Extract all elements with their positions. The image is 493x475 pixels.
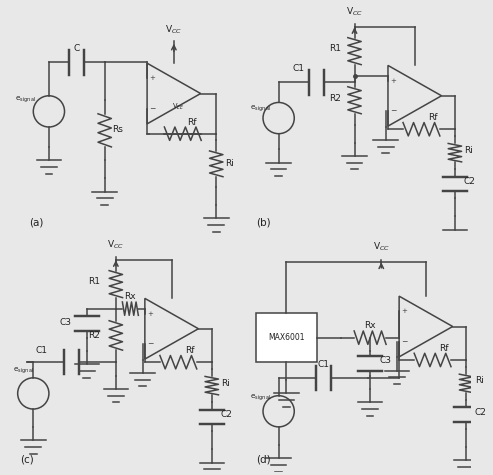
Text: R1: R1 [88, 277, 100, 286]
Text: +: + [390, 77, 396, 84]
Text: Rf: Rf [185, 346, 194, 355]
Text: C2: C2 [475, 408, 487, 417]
Text: C2: C2 [221, 410, 233, 419]
Text: C3: C3 [59, 318, 71, 326]
Text: Ri: Ri [464, 146, 473, 155]
Text: Ri: Ri [221, 379, 230, 388]
Text: C2: C2 [464, 177, 476, 186]
Text: Rf: Rf [428, 114, 437, 122]
Text: Rf: Rf [187, 118, 197, 127]
Text: Rx: Rx [125, 292, 136, 301]
Text: C1: C1 [292, 64, 304, 73]
Text: −: − [149, 104, 156, 113]
Text: V$_{CC}$: V$_{CC}$ [165, 24, 182, 37]
Text: (d): (d) [256, 455, 271, 465]
Text: Ri: Ri [475, 376, 484, 385]
Text: R2: R2 [88, 331, 100, 340]
Text: V$_{EE}$: V$_{EE}$ [172, 102, 184, 112]
Text: MAX6001: MAX6001 [268, 333, 305, 342]
Text: C1: C1 [35, 346, 47, 355]
Text: V$_{CC}$: V$_{CC}$ [373, 240, 390, 253]
Text: −: − [147, 340, 154, 348]
FancyBboxPatch shape [256, 313, 317, 362]
Text: +: + [147, 311, 153, 316]
Text: (a): (a) [29, 217, 43, 227]
Text: e$_{\rm signal}$: e$_{\rm signal}$ [15, 95, 36, 105]
Text: +: + [402, 308, 408, 314]
Text: e$_{\rm signal}$: e$_{\rm signal}$ [249, 393, 271, 403]
Text: (c): (c) [20, 455, 34, 465]
Text: V$_{CC}$: V$_{CC}$ [107, 238, 124, 251]
Text: Rf: Rf [439, 344, 449, 353]
Text: C: C [73, 44, 80, 53]
Text: R2: R2 [329, 94, 341, 103]
Text: Rs: Rs [112, 125, 123, 134]
Text: (b): (b) [256, 217, 271, 227]
Text: −: − [401, 337, 408, 346]
Text: +: + [150, 76, 156, 81]
Text: Ri: Ri [225, 159, 234, 168]
Text: V$_{CC}$: V$_{CC}$ [346, 5, 363, 18]
Text: C3: C3 [379, 356, 391, 365]
Text: e$_{\rm signal}$: e$_{\rm signal}$ [13, 366, 35, 376]
Text: C1: C1 [317, 360, 329, 369]
Text: e$_{\rm signal}$: e$_{\rm signal}$ [249, 104, 271, 114]
Text: −: − [390, 106, 397, 115]
Text: R1: R1 [329, 45, 341, 53]
Text: Rx: Rx [364, 321, 376, 330]
